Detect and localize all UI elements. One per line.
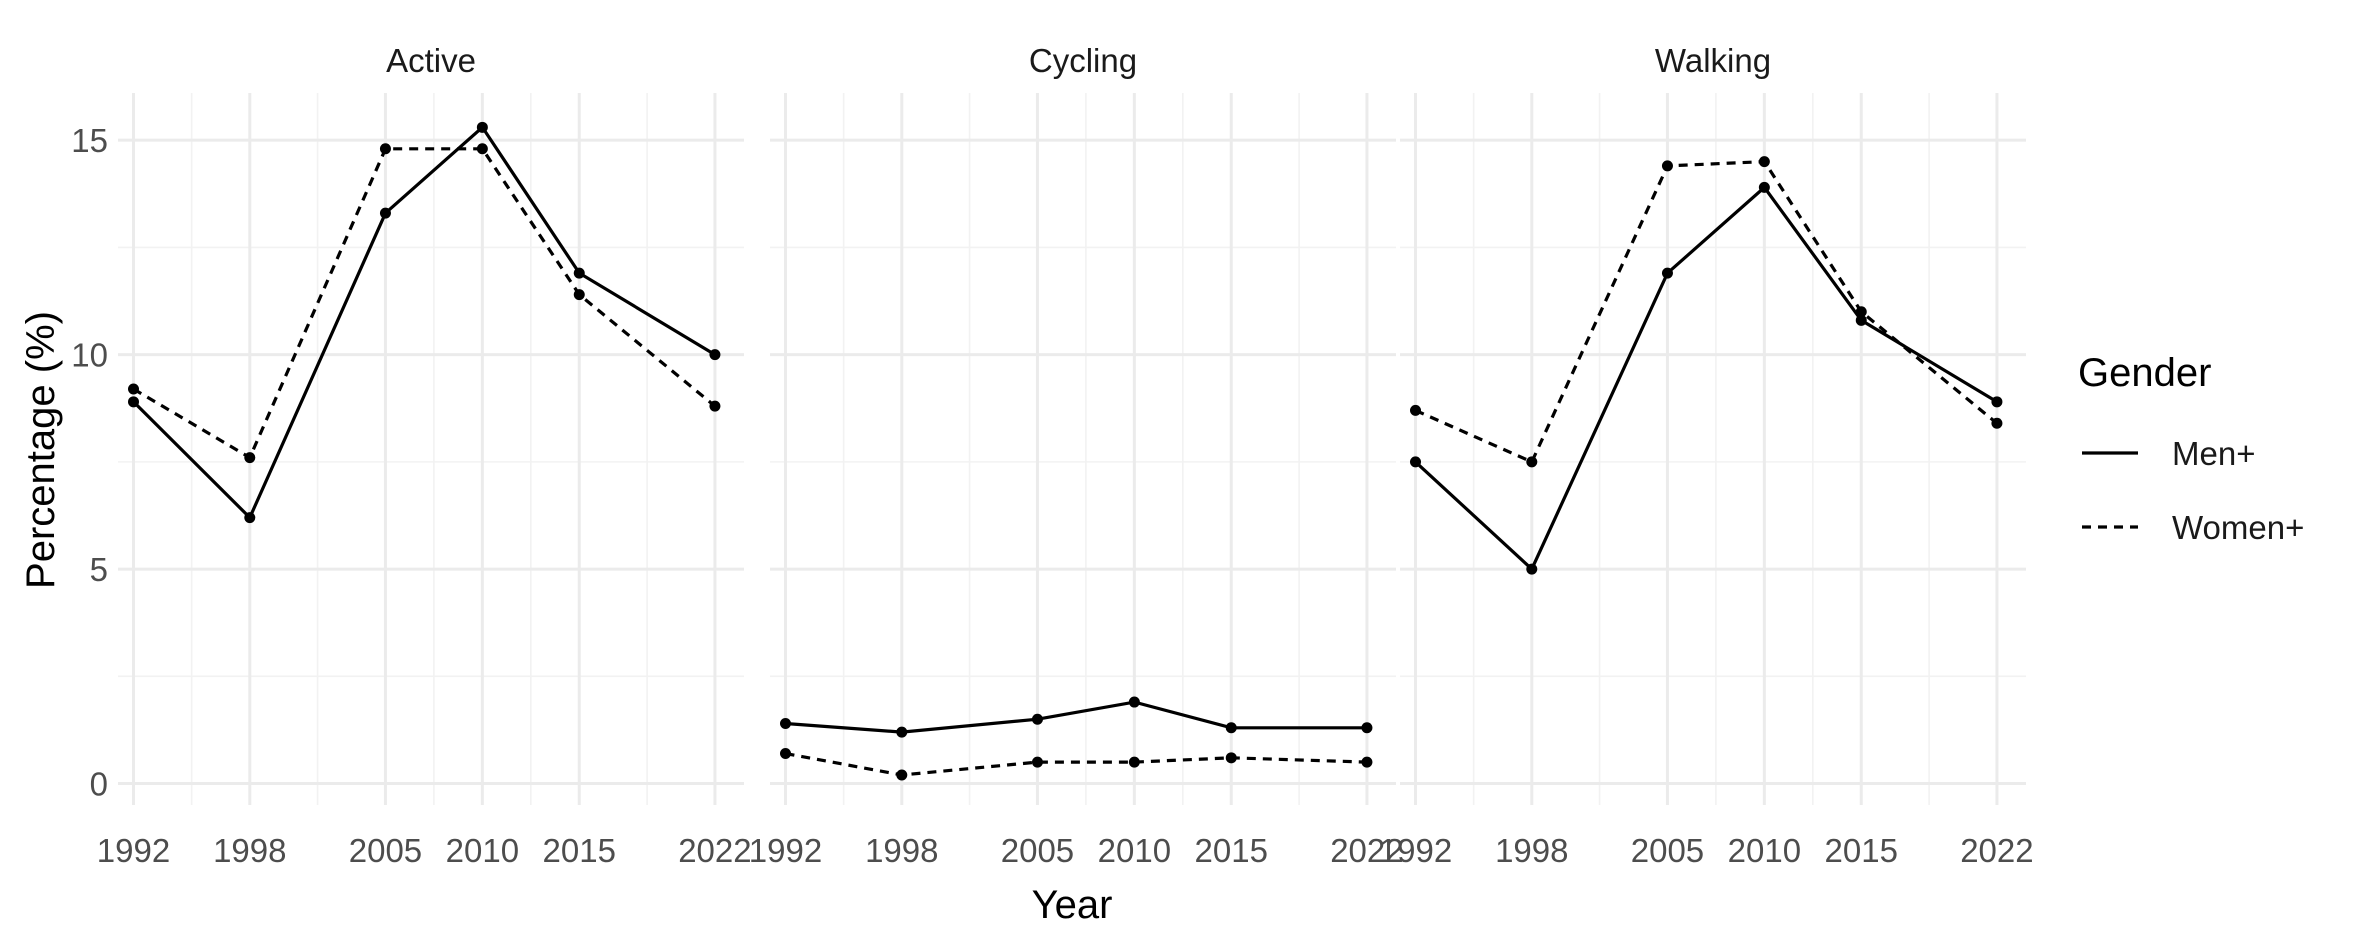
x-tick-label: 2010: [1728, 832, 1801, 869]
data-point-men: [573, 267, 585, 279]
data-point-men: [1225, 722, 1237, 734]
data-point-women: [780, 748, 792, 760]
data-point-women: [709, 400, 721, 412]
data-point-women: [573, 289, 585, 301]
x-tick-label: 1992: [1379, 832, 1452, 869]
facet-label: Cycling: [1029, 42, 1137, 79]
data-point-women: [244, 452, 256, 464]
data-point-women: [1361, 756, 1373, 768]
data-point-women: [1526, 456, 1538, 468]
facet-label: Walking: [1655, 42, 1771, 79]
y-tick-label: 10: [71, 337, 108, 374]
x-tick-label: 2022: [1960, 832, 2033, 869]
x-tick-label: 1992: [97, 832, 170, 869]
series-line-men: [785, 700, 1367, 734]
x-tick-label: 2005: [1631, 832, 1704, 869]
data-point-men: [379, 207, 391, 219]
x-tick-label: 1992: [749, 832, 822, 869]
data-point-men: [476, 121, 488, 133]
facet-label: Active: [386, 42, 476, 79]
x-tick-label: 2015: [1825, 832, 1898, 869]
data-point-women: [379, 143, 391, 155]
y-axis-title: Percentage (%): [19, 311, 63, 589]
x-tick-label: 2010: [446, 832, 519, 869]
x-tick-label: 2022: [1330, 832, 1403, 869]
series-line-men: [1414, 185, 1998, 572]
series-line-women: [785, 751, 1367, 777]
facet-panel-active: Active 1992 1998 2005 2010 2015 2022: [97, 42, 752, 869]
legend-entries: Men+ Women+: [2082, 435, 2304, 546]
legend-label-women: Women+: [2172, 509, 2304, 546]
facet-panels: Active 1992 1998 2005 2010 2015 2022 Cycling 199…: [97, 42, 2034, 869]
data-point-men: [1855, 314, 1867, 326]
data-point-women: [1661, 160, 1673, 172]
facet-panel-cycling: Cycling 1992 1998 2005 2010 2015 2022: [749, 42, 1404, 869]
x-tick-label: 1998: [1495, 832, 1568, 869]
x-axis-title: Year: [1032, 883, 1113, 927]
x-tick-label: 2005: [349, 832, 422, 869]
series-line-women: [132, 147, 716, 460]
data-point-men: [896, 726, 908, 738]
y-tick-label: 15: [71, 122, 108, 159]
data-point-women: [1128, 756, 1140, 768]
data-point-women: [1225, 752, 1237, 764]
data-point-men: [1526, 563, 1538, 575]
x-tick-label: 1998: [213, 832, 286, 869]
legend-title: Gender: [2078, 351, 2211, 395]
legend-label-men: Men+: [2172, 435, 2255, 472]
series-line-women: [1414, 159, 1998, 465]
data-point-men: [1361, 722, 1373, 734]
y-tick-label: 0: [90, 766, 108, 803]
facet-panel-walking: Walking 1992 1998 2005 2010 2015 2022: [1379, 42, 2034, 869]
data-point-men: [709, 349, 721, 361]
x-tick-label: 2022: [678, 832, 751, 869]
y-axis: 0 5 10 15: [71, 122, 108, 802]
x-tick-label: 2010: [1098, 832, 1171, 869]
legend: Gender Men+ Women+: [2078, 351, 2304, 546]
data-point-women: [476, 143, 488, 155]
data-point-men: [1758, 181, 1770, 193]
data-point-men: [1128, 696, 1140, 708]
y-tick-label: 5: [90, 551, 108, 588]
data-point-women: [1758, 156, 1770, 168]
data-point-men: [128, 396, 140, 408]
x-tick-label: 2015: [1195, 832, 1268, 869]
data-point-men: [244, 512, 256, 524]
data-point-women: [1410, 404, 1422, 416]
x-tick-label: 2005: [1001, 832, 1074, 869]
data-point-women: [896, 769, 908, 781]
data-point-men: [1410, 456, 1422, 468]
data-point-men: [1031, 713, 1043, 725]
x-tick-label: 2015: [543, 832, 616, 869]
x-tick-label: 1998: [865, 832, 938, 869]
data-point-women: [128, 383, 140, 395]
series-line-men: [132, 124, 716, 521]
data-point-women: [1031, 756, 1043, 768]
data-point-men: [780, 718, 792, 730]
data-point-men: [1991, 396, 2003, 408]
data-point-women: [1991, 417, 2003, 429]
data-point-women: [1855, 306, 1867, 318]
data-point-men: [1661, 267, 1673, 279]
